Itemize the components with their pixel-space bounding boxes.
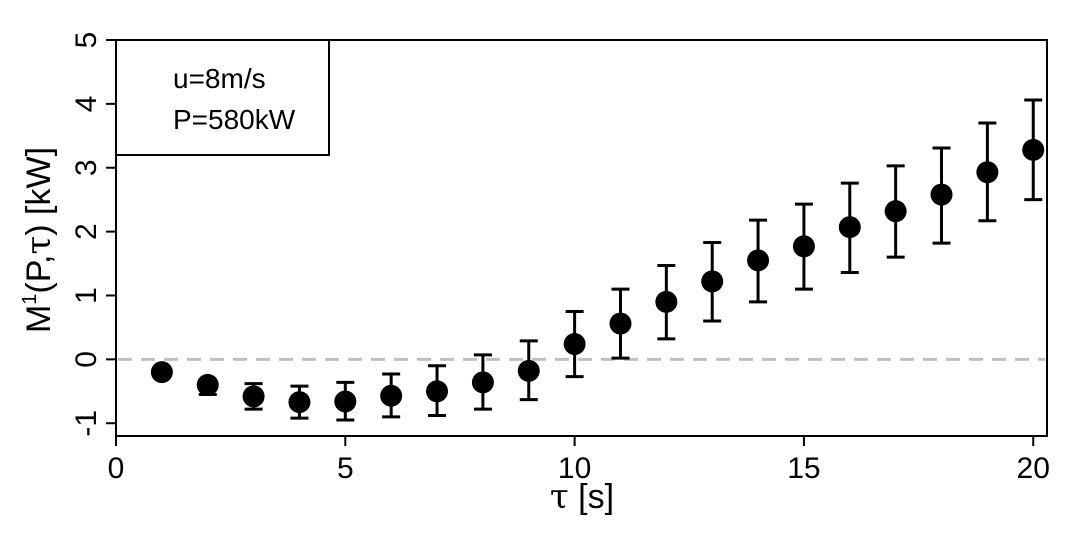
legend-frame — [115, 39, 330, 156]
y-tick-label: -1 — [70, 410, 103, 437]
data-point — [976, 161, 999, 184]
data-point — [655, 290, 678, 313]
data-point — [838, 216, 861, 239]
data-point — [930, 183, 953, 206]
y-tick-label: 5 — [70, 32, 103, 49]
x-tick-label: 0 — [108, 452, 125, 485]
data-point — [150, 361, 173, 384]
y-axis-label-main: M — [20, 305, 58, 333]
x-tick-label: 20 — [1017, 452, 1050, 485]
legend-box: u=8m/s P=580kW — [115, 39, 330, 156]
x-axis-label-symbol: τ — [550, 477, 569, 517]
x-axis: 0 5 10 15 20 — [108, 436, 1050, 485]
y-tick-label: 1 — [70, 287, 103, 304]
x-tick-label: 15 — [787, 452, 820, 485]
x-tick-label: 10 — [558, 452, 591, 485]
data-point — [747, 249, 770, 272]
data-point — [334, 390, 357, 413]
x-axis-label: τ [s] — [550, 477, 614, 517]
data-point — [1022, 138, 1045, 161]
data-point — [426, 380, 449, 403]
y-tick-label: 3 — [70, 159, 103, 176]
y-tick-label: 4 — [70, 96, 103, 113]
data-point — [288, 391, 311, 414]
y-tick-label: 2 — [70, 223, 103, 240]
error-bar-layer — [198, 98, 1043, 422]
x-tick-label: 5 — [337, 452, 354, 485]
data-point — [242, 385, 265, 408]
y-tick-label: 0 — [70, 351, 103, 368]
data-point — [196, 373, 219, 396]
y-axis-label-end: ) [kW] — [20, 147, 58, 236]
y-axis-label: M1(P,τ) [kW] — [19, 147, 59, 333]
y-axis-label-superscript: 1 — [19, 294, 41, 305]
data-point — [563, 333, 586, 356]
data-point — [380, 384, 403, 407]
plot-frame — [115, 39, 1048, 437]
data-point — [517, 359, 540, 382]
data-point — [792, 235, 815, 258]
data-point — [884, 200, 907, 223]
legend-line-speed: u=8m/s — [173, 63, 266, 94]
x-axis-label-unit: [s] — [569, 478, 614, 516]
y-axis-label-rest: (P, — [20, 255, 58, 294]
y-axis: -1 0 1 2 3 4 5 — [70, 32, 116, 437]
legend-line-power: P=580kW — [173, 104, 296, 135]
data-point — [471, 371, 494, 394]
data-point — [701, 270, 724, 293]
data-point — [609, 312, 632, 335]
y-axis-label-symbol: τ — [19, 236, 59, 255]
point-layer — [150, 138, 1045, 414]
